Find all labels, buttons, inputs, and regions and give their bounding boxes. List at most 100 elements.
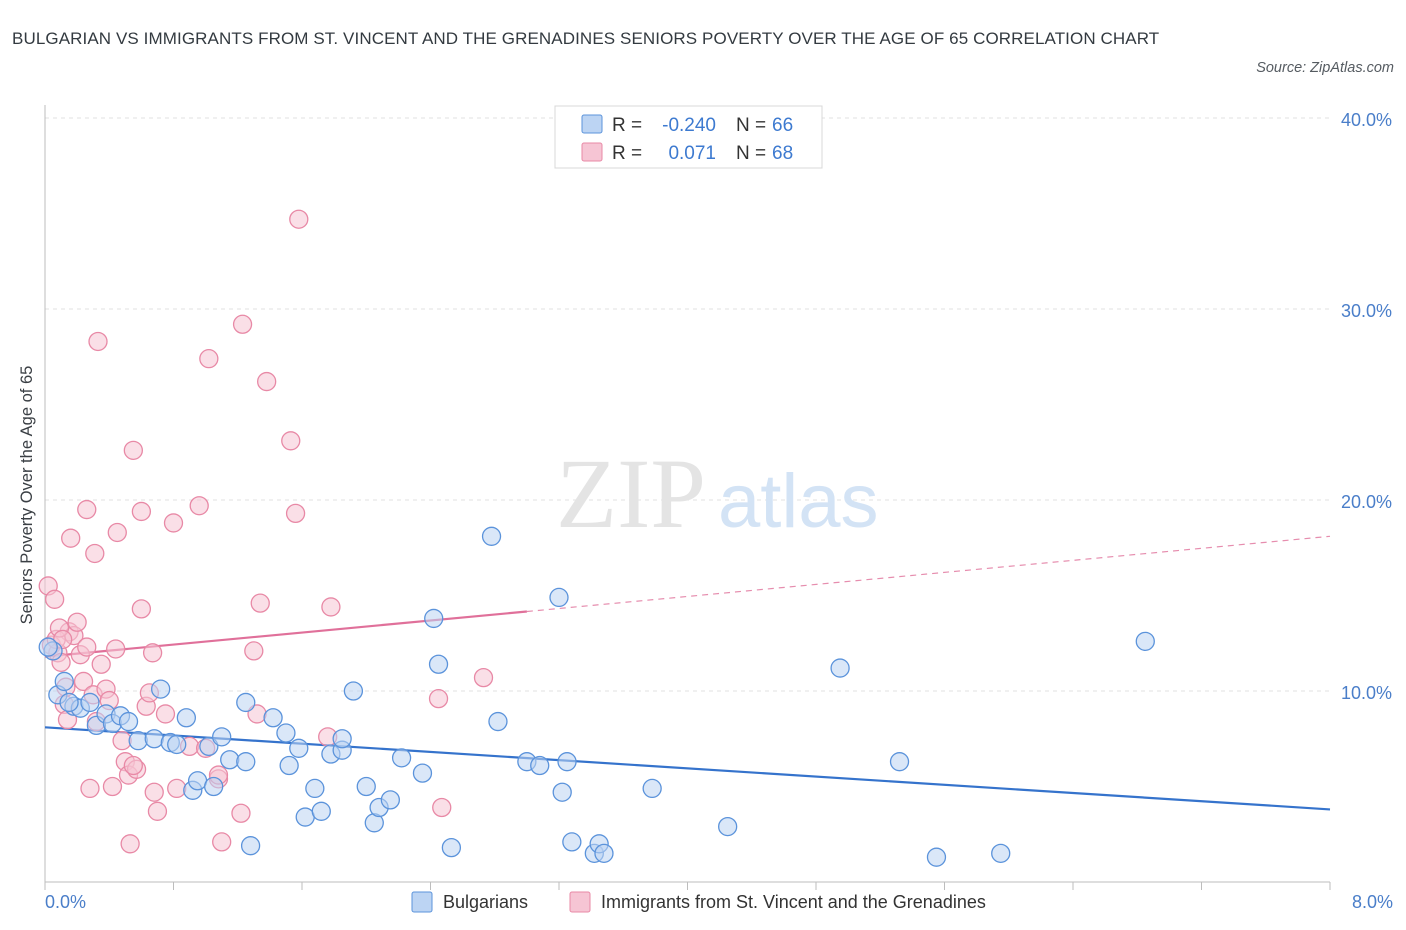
y-tick-labels: 10.0% 20.0% 30.0% 40.0%: [1341, 110, 1392, 703]
legend-n-value: 66: [772, 115, 793, 136]
y-tick-label: 10.0%: [1341, 683, 1392, 703]
point-immigrants: [88, 331, 108, 352]
legend-swatch-pink: [581, 142, 603, 162]
trend-lines: [44, 535, 1331, 811]
y-tick-label: 20.0%: [1341, 492, 1392, 512]
legend-r-label: R =: [612, 115, 642, 136]
legend-swatch-blue: [581, 114, 603, 134]
watermark-atlas: atlas: [718, 459, 879, 544]
point-bulgarians: [150, 679, 171, 699]
point-immigrants: [91, 654, 111, 674]
point-immigrants: [155, 704, 176, 724]
point-bulgarians: [332, 729, 352, 749]
point-bulgarians: [236, 752, 256, 772]
point-bulgarians: [305, 778, 325, 799]
series-label-immigrants: Immigrants from St. Vincent and the Gren…: [601, 892, 986, 912]
point-immigrants: [212, 832, 232, 852]
series-swatch-bulgarians: [411, 891, 433, 913]
point-bulgarians: [391, 748, 412, 768]
series-label-bulgarians: Bulgarians: [443, 892, 528, 912]
point-immigrants: [123, 440, 143, 460]
point-bulgarians: [991, 843, 1011, 863]
point-immigrants: [77, 637, 97, 657]
legend-r-value: 0.071: [668, 143, 716, 164]
point-bulgarians: [343, 681, 364, 701]
point-bulgarians: [718, 816, 738, 837]
grid-lines: [45, 117, 1330, 692]
watermark: ZIP atlas: [556, 438, 879, 549]
point-immigrants: [244, 641, 264, 661]
point-bulgarians: [889, 752, 910, 772]
point-immigrants: [123, 755, 143, 776]
point-immigrants: [131, 501, 152, 522]
point-immigrants: [77, 499, 97, 520]
point-bulgarians: [441, 837, 462, 858]
point-immigrants: [73, 671, 94, 692]
point-immigrants: [147, 801, 168, 821]
point-immigrants: [142, 643, 163, 663]
point-immigrants: [199, 349, 219, 369]
point-immigrants: [61, 528, 81, 548]
point-bulgarians: [59, 692, 79, 713]
point-bulgarians: [118, 711, 139, 732]
point-immigrants: [189, 496, 209, 516]
point-bulgarians: [311, 801, 331, 821]
point-immigrants: [473, 667, 494, 688]
point-bulgarians: [926, 847, 947, 867]
series-legend: Bulgarians Immigrants from St. Vincent a…: [411, 891, 986, 913]
point-bulgarians: [549, 587, 569, 608]
point-bulgarians: [199, 736, 219, 757]
point-immigrants: [131, 599, 152, 619]
point-immigrants: [80, 778, 100, 799]
point-immigrants: [107, 522, 127, 543]
point-bulgarians: [424, 608, 444, 629]
point-bulgarians: [187, 771, 208, 791]
point-bulgarians: [594, 843, 614, 863]
point-immigrants: [67, 612, 87, 632]
point-bulgarians: [557, 752, 577, 772]
point-bulgarians: [428, 654, 449, 674]
point-bulgarians: [212, 727, 232, 747]
point-immigrants: [250, 593, 270, 613]
point-bulgarians: [530, 755, 550, 776]
point-bulgarians: [240, 836, 261, 856]
point-bulgarians: [279, 755, 299, 776]
point-immigrants: [106, 639, 126, 659]
trend-line-bulgarians: [44, 726, 1331, 811]
x-tick-label: 8.0%: [1352, 892, 1393, 912]
series-swatch-immigrants: [569, 891, 591, 913]
point-bulgarians: [236, 692, 256, 713]
point-bulgarians: [642, 778, 662, 799]
point-immigrants: [44, 589, 65, 609]
y-tick-label: 40.0%: [1341, 110, 1392, 130]
point-bulgarians: [80, 692, 100, 713]
point-bulgarians: [552, 782, 572, 802]
point-immigrants: [428, 688, 449, 709]
y-axis-label: Seniors Poverty Over the Age of 65: [18, 366, 36, 625]
watermark-zip: ZIP: [556, 438, 706, 549]
point-immigrants: [281, 431, 301, 451]
legend-n-label: N =: [736, 143, 766, 164]
legend-n-label: N =: [736, 115, 766, 136]
legend-r-value: -0.240: [662, 115, 716, 136]
point-immigrants: [285, 503, 306, 524]
legend: R = -0.240 N = 66 R = 0.071 N = 68: [554, 105, 823, 169]
point-immigrants: [257, 371, 277, 392]
point-bulgarians: [204, 776, 224, 797]
point-immigrants: [163, 513, 184, 533]
point-immigrants: [231, 803, 251, 823]
point-bulgarians: [830, 658, 850, 678]
point-bulgarians: [263, 708, 283, 728]
point-immigrants: [85, 543, 105, 564]
point-bulgarians: [488, 711, 508, 732]
point-bulgarians: [276, 723, 296, 743]
point-bulgarians: [481, 526, 502, 546]
point-bulgarians: [1135, 631, 1155, 651]
point-bulgarians: [295, 807, 315, 827]
point-bulgarians: [128, 731, 148, 751]
trend-line-immigrants-extrapolated: [526, 535, 1331, 613]
point-bulgarians: [220, 750, 240, 770]
legend-n-value: 68: [772, 143, 793, 164]
axes: [44, 105, 1331, 890]
point-immigrants: [144, 782, 164, 802]
